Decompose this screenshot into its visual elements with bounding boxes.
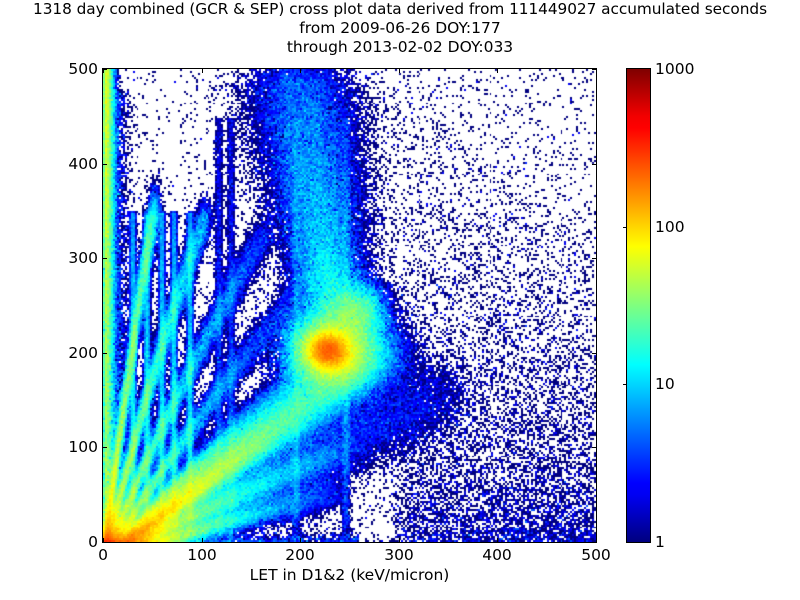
title-line-3: through 2013-02-02 DOY:033 xyxy=(286,38,514,56)
colorbar-tick-label: 1 xyxy=(655,533,665,551)
y-tick-right xyxy=(592,69,596,70)
x-tick-label: 0 xyxy=(98,546,108,564)
x-tick-top xyxy=(300,69,301,73)
y-tick-right xyxy=(592,447,596,448)
y-tick-label: 300 xyxy=(68,249,98,267)
x-tick xyxy=(497,538,498,542)
x-tick-label: 300 xyxy=(384,546,414,564)
colorbar-tick-label: 10 xyxy=(655,375,675,393)
x-tick xyxy=(399,538,400,542)
density-plot-canvas xyxy=(103,69,596,542)
y-tick-right xyxy=(592,542,596,543)
x-tick-label: 500 xyxy=(581,546,611,564)
x-tick xyxy=(596,538,597,542)
plot-area xyxy=(102,68,597,543)
colorbar-label-wrapper: Counts xyxy=(695,68,717,543)
y-tick xyxy=(103,447,107,448)
y-axis-label-wrapper: LET in D5&6 (keV/micron) xyxy=(40,68,62,543)
y-tick xyxy=(103,164,107,165)
x-tick-top xyxy=(103,69,104,73)
colorbar-tick-label: 1000 xyxy=(655,60,695,78)
x-tick-label: 100 xyxy=(187,546,217,564)
colorbar-gradient xyxy=(627,69,650,542)
y-tick-label: 0 xyxy=(88,533,98,551)
y-tick xyxy=(103,69,107,70)
chart-title: 1318 day combined (GCR & SEP) cross plot… xyxy=(0,0,800,57)
y-tick-label: 200 xyxy=(68,344,98,362)
x-tick-top xyxy=(202,69,203,73)
colorbar-label: Counts xyxy=(695,0,717,68)
y-tick-label: 100 xyxy=(68,438,98,456)
x-tick-label: 400 xyxy=(482,546,512,564)
x-tick xyxy=(300,538,301,542)
y-tick-label: 500 xyxy=(68,60,98,78)
colorbar-tick-label: 100 xyxy=(655,218,685,236)
colorbar-tick xyxy=(623,384,627,385)
x-tick-label: 200 xyxy=(285,546,315,564)
x-tick xyxy=(103,538,104,542)
y-tick xyxy=(103,353,107,354)
x-tick xyxy=(202,538,203,542)
x-tick-top xyxy=(497,69,498,73)
x-tick-top xyxy=(596,69,597,73)
y-tick-right xyxy=(592,353,596,354)
x-tick-top xyxy=(399,69,400,73)
title-line-1: 1318 day combined (GCR & SEP) cross plot… xyxy=(33,0,767,18)
title-line-2: from 2009-06-26 DOY:177 xyxy=(299,19,501,37)
colorbar xyxy=(623,68,651,543)
y-tick-label: 400 xyxy=(68,155,98,173)
colorbar-tick xyxy=(623,227,627,228)
x-axis-label: LET in D1&2 (keV/micron) xyxy=(249,566,450,584)
y-tick xyxy=(103,542,107,543)
y-tick-right xyxy=(592,164,596,165)
y-tick xyxy=(103,258,107,259)
y-tick-right xyxy=(592,258,596,259)
